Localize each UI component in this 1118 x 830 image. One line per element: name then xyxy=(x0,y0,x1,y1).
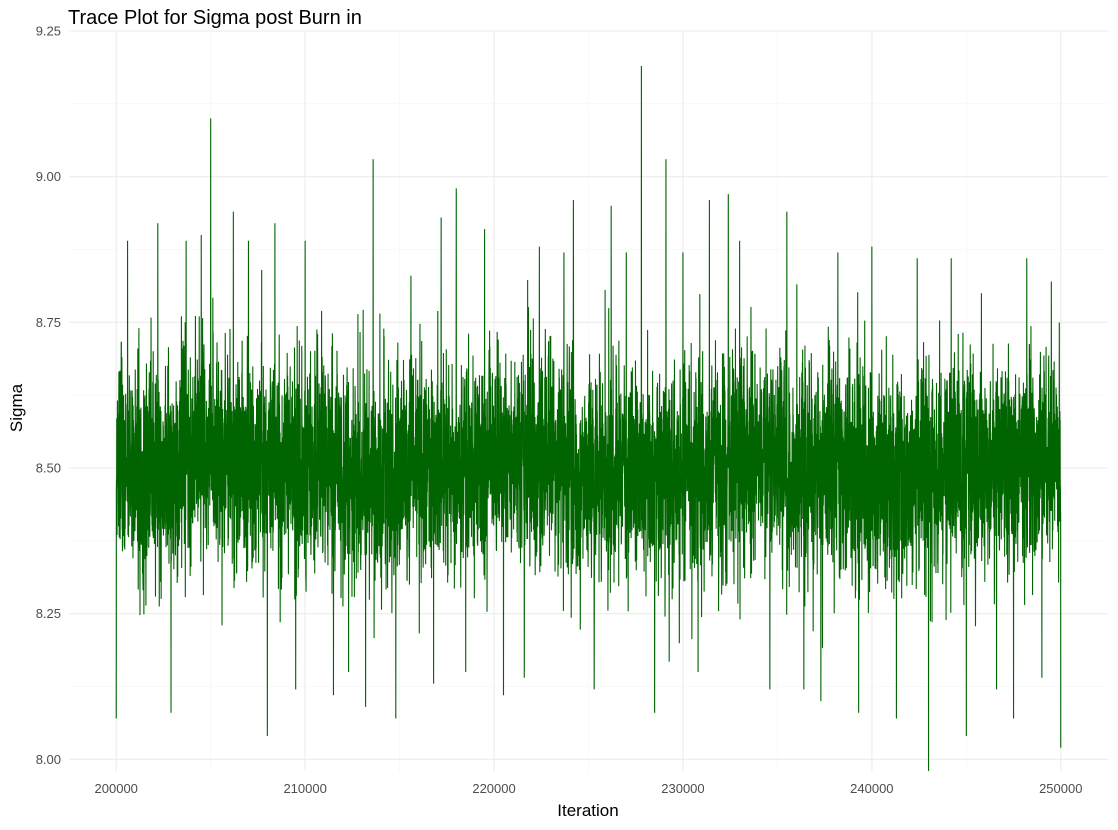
chart-title: Trace Plot for Sigma post Burn in xyxy=(68,7,362,29)
x-tick-label: 200000 xyxy=(95,781,138,796)
grid xyxy=(69,30,1108,771)
x-axis-tick-labels: 200000 210000 220000 230000 240000 250000 xyxy=(95,781,1083,796)
x-axis-title: Iteration xyxy=(557,801,618,820)
x-tick-label: 210000 xyxy=(283,781,326,796)
x-tick-label: 240000 xyxy=(850,781,893,796)
x-tick-label: 220000 xyxy=(472,781,515,796)
y-axis-title: Sigma xyxy=(7,383,26,432)
y-tick-label: 9.00 xyxy=(36,169,61,184)
y-tick-label: 8.50 xyxy=(36,461,61,476)
y-tick-label: 9.25 xyxy=(36,24,61,39)
x-tick-label: 230000 xyxy=(661,781,704,796)
y-tick-label: 8.25 xyxy=(36,606,61,621)
trace-line xyxy=(115,65,1062,772)
y-tick-label: 8.00 xyxy=(36,752,61,767)
y-tick-label: 8.75 xyxy=(36,315,61,330)
x-tick-label: 250000 xyxy=(1039,781,1082,796)
y-axis-tick-labels: 8.00 8.25 8.50 8.75 9.00 9.25 xyxy=(36,24,61,767)
sigma-trace xyxy=(115,65,1062,772)
